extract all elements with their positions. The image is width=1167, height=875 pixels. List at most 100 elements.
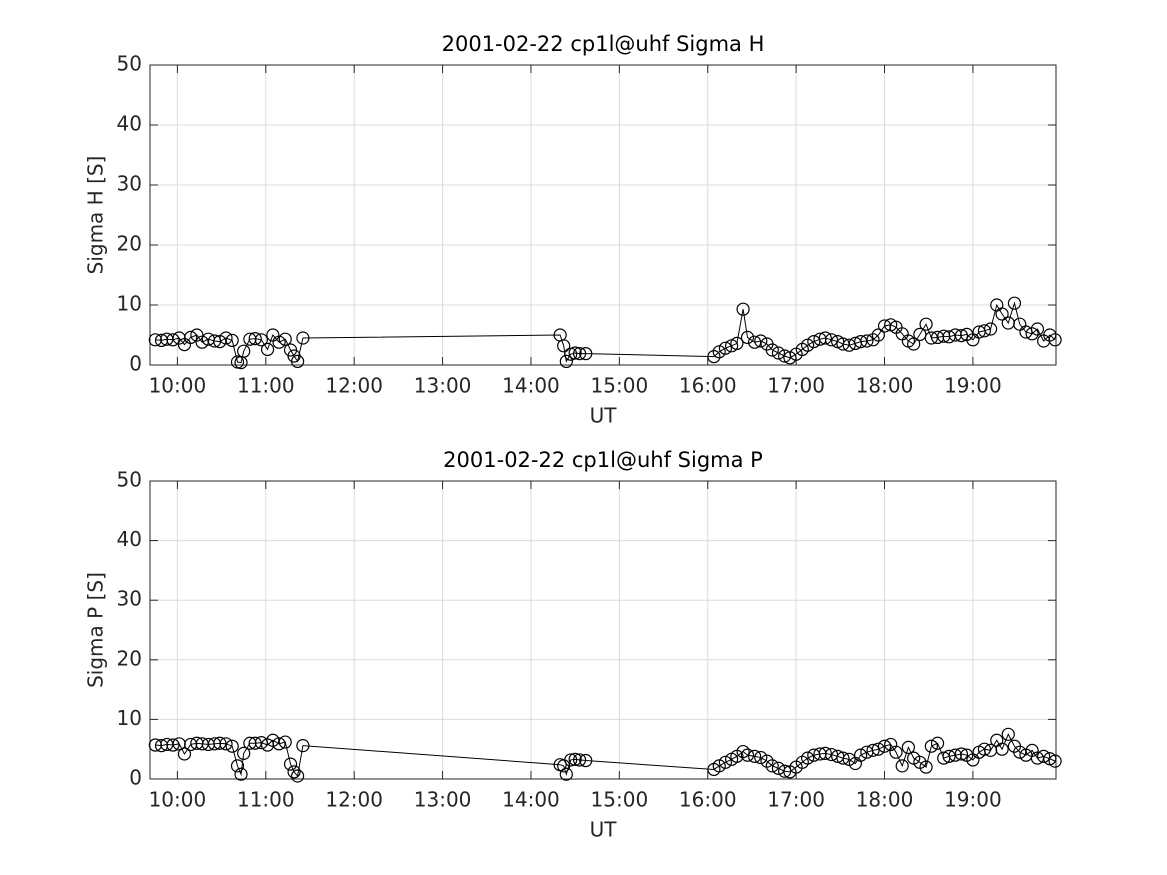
- x-tick-label: 17:00: [767, 788, 825, 812]
- x-tick-label: 12:00: [325, 374, 383, 398]
- data-point: [983, 322, 998, 336]
- x-tick-label: 14:00: [502, 788, 560, 812]
- data-point: [801, 338, 815, 352]
- data-point: [765, 759, 779, 773]
- data-point: [296, 331, 310, 345]
- data-point: [572, 753, 587, 767]
- y-tick-label: 0: [129, 766, 142, 790]
- data-point: [836, 751, 850, 765]
- axes-box: [149, 64, 1057, 366]
- data-point: [287, 765, 301, 779]
- data-point: [1013, 745, 1027, 759]
- y-tick-label: 40: [117, 112, 142, 136]
- data-point: [1048, 754, 1062, 768]
- data-point: [213, 736, 227, 750]
- data-point: [260, 342, 275, 356]
- y-tick-label: 50: [117, 52, 142, 76]
- data-point: [942, 749, 956, 763]
- data-point: [924, 739, 938, 753]
- data-point: [954, 329, 969, 343]
- data-point: [1037, 749, 1051, 763]
- chart-title: 2001-02-22 cp1l@uhf Sigma P: [443, 448, 763, 472]
- x-tick-label: 12:00: [325, 788, 383, 812]
- data-point: [740, 330, 755, 344]
- data-point: [559, 354, 573, 368]
- data-point: [712, 345, 726, 359]
- data-point: [296, 739, 310, 753]
- data-point: [1030, 322, 1045, 336]
- x-tick-label: 19:00: [944, 374, 1002, 398]
- data-point: [1001, 727, 1015, 741]
- data-point: [579, 753, 593, 768]
- y-axis-label: Sigma H [S]: [84, 156, 108, 275]
- plot-area: [150, 481, 1056, 779]
- y-tick-label: 50: [117, 468, 142, 492]
- data-point: [854, 748, 868, 762]
- data-point: [568, 752, 582, 766]
- data-point: [924, 331, 938, 345]
- data-point: [272, 335, 286, 349]
- data-point: [225, 739, 239, 753]
- y-tick-label: 30: [117, 587, 142, 611]
- x-tick-label: 11:00: [237, 374, 295, 398]
- data-point: [736, 302, 750, 316]
- y-tick-label: 30: [117, 172, 142, 196]
- data-point: [747, 749, 762, 763]
- data-point: [219, 737, 233, 751]
- y-tick-label: 10: [117, 292, 142, 316]
- data-point: [801, 751, 815, 765]
- data-point: [166, 738, 180, 752]
- data-point: [818, 746, 832, 760]
- data-point: [237, 344, 251, 358]
- x-tick-label: 15:00: [591, 374, 649, 398]
- x-tick-label: 13:00: [414, 788, 472, 812]
- x-tick-label: 19:00: [944, 788, 1002, 812]
- data-point: [579, 347, 593, 361]
- x-tick-label: 13:00: [414, 374, 472, 398]
- data-point: [778, 764, 792, 778]
- chart-title: 2001-02-22 cp1l@uhf Sigma H: [442, 32, 765, 56]
- x-axis-label: UT: [590, 404, 618, 428]
- data-point: [291, 769, 305, 783]
- data-point: [889, 745, 903, 759]
- x-tick-label: 16:00: [679, 374, 737, 398]
- data-point: [712, 759, 726, 773]
- data-point: [824, 333, 839, 347]
- data-point: [266, 733, 280, 747]
- data-point: [230, 759, 245, 773]
- x-tick-label: 15:00: [591, 788, 649, 812]
- x-axis-label: UT: [590, 818, 618, 842]
- data-point: [877, 739, 892, 753]
- x-tick-label: 11:00: [237, 788, 295, 812]
- data-point: [248, 332, 262, 346]
- data-point: [272, 737, 286, 751]
- data-point: [254, 333, 268, 347]
- y-axis-label: Sigma P [S]: [84, 572, 108, 688]
- data-point: [747, 335, 762, 349]
- data-point: [930, 736, 945, 750]
- data-point: [184, 330, 198, 344]
- data-point: [977, 324, 992, 338]
- data-point: [977, 742, 992, 756]
- data-line: [155, 733, 1056, 778]
- data-point: [283, 757, 298, 771]
- x-tick-label: 18:00: [856, 374, 914, 398]
- data-point: [901, 740, 915, 755]
- axes-box: [149, 480, 1057, 780]
- data-point: [866, 743, 880, 757]
- data-point: [166, 333, 180, 347]
- data-point: [871, 328, 885, 342]
- y-tick-label: 10: [117, 706, 142, 730]
- data-point: [564, 753, 578, 767]
- data-point: [730, 336, 744, 350]
- data-point: [995, 307, 1009, 321]
- data-point: [740, 748, 755, 762]
- data-point: [1048, 333, 1062, 347]
- y-tick-label: 40: [117, 527, 142, 551]
- data-point: [234, 767, 248, 781]
- data-point: [771, 346, 786, 360]
- y-tick-label: 20: [117, 646, 142, 670]
- data-point: [765, 343, 779, 357]
- data-point: [907, 337, 921, 351]
